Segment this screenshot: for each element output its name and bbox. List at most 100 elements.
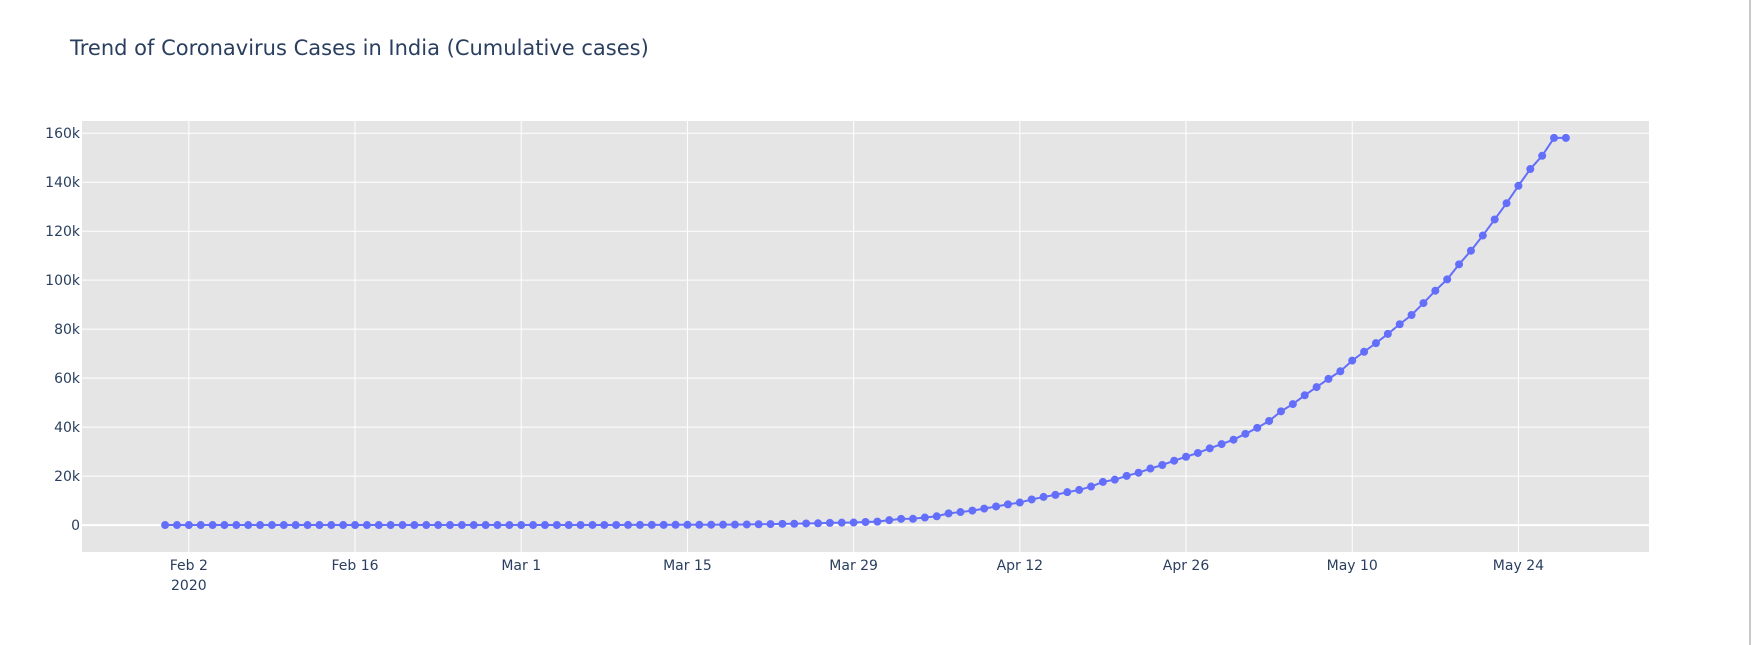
data-point[interactable]: [742, 520, 751, 529]
data-point[interactable]: [1205, 444, 1214, 453]
data-point[interactable]: [1075, 485, 1084, 494]
data-point[interactable]: [719, 520, 728, 529]
data-point[interactable]: [1550, 133, 1559, 142]
data-point[interactable]: [315, 521, 324, 530]
data-point[interactable]: [1003, 500, 1012, 509]
data-point[interactable]: [161, 521, 170, 530]
data-point[interactable]: [683, 520, 692, 529]
data-point[interactable]: [1146, 464, 1155, 473]
data-point[interactable]: [1336, 367, 1345, 376]
data-point[interactable]: [1087, 482, 1096, 491]
data-point[interactable]: [374, 521, 383, 530]
data-point[interactable]: [920, 513, 929, 522]
data-point[interactable]: [861, 518, 870, 526]
data-point[interactable]: [1241, 429, 1250, 438]
data-point[interactable]: [897, 514, 906, 523]
data-point[interactable]: [1324, 374, 1333, 383]
data-point[interactable]: [1265, 416, 1274, 425]
data-point[interactable]: [707, 520, 716, 529]
data-point[interactable]: [588, 520, 597, 529]
data-point[interactable]: [647, 520, 656, 529]
data-point[interactable]: [624, 520, 633, 529]
data-point[interactable]: [1110, 475, 1119, 484]
data-point[interactable]: [327, 521, 336, 530]
data-point[interactable]: [1502, 199, 1511, 208]
data-point[interactable]: [1063, 488, 1072, 497]
data-point[interactable]: [256, 521, 265, 530]
data-point[interactable]: [754, 520, 763, 529]
data-point[interactable]: [1514, 181, 1523, 190]
data-point[interactable]: [564, 520, 573, 529]
data-point[interactable]: [968, 506, 977, 515]
data-point[interactable]: [422, 521, 431, 530]
data-point[interactable]: [814, 519, 823, 528]
data-point[interactable]: [267, 521, 276, 530]
data-point[interactable]: [1051, 490, 1060, 499]
data-point[interactable]: [802, 519, 811, 528]
data-point[interactable]: [956, 508, 965, 517]
data-point[interactable]: [1300, 391, 1309, 400]
data-point[interactable]: [208, 521, 217, 530]
data-point[interactable]: [1538, 151, 1547, 160]
data-point[interactable]: [1455, 260, 1464, 269]
data-point[interactable]: [351, 521, 360, 530]
data-point[interactable]: [386, 521, 395, 530]
data-point[interactable]: [576, 520, 585, 529]
data-point[interactable]: [825, 518, 834, 527]
data-point[interactable]: [885, 516, 894, 525]
data-point[interactable]: [410, 521, 419, 530]
data-point[interactable]: [1371, 339, 1380, 348]
data-point[interactable]: [1348, 356, 1357, 365]
data-point[interactable]: [457, 521, 466, 530]
data-point[interactable]: [1253, 423, 1262, 432]
data-point[interactable]: [493, 521, 502, 530]
data-point[interactable]: [1466, 246, 1475, 255]
data-point[interactable]: [303, 521, 312, 530]
data-point[interactable]: [469, 521, 478, 530]
data-point[interactable]: [932, 512, 941, 521]
data-point[interactable]: [778, 519, 787, 528]
data-point[interactable]: [196, 521, 205, 530]
data-point[interactable]: [398, 521, 407, 530]
data-point[interactable]: [671, 520, 680, 529]
data-point[interactable]: [434, 521, 443, 530]
data-point[interactable]: [944, 509, 953, 518]
data-point[interactable]: [1526, 165, 1535, 174]
data-point[interactable]: [1383, 329, 1392, 338]
data-point[interactable]: [1561, 133, 1570, 142]
data-point[interactable]: [184, 521, 193, 530]
data-point[interactable]: [1360, 347, 1369, 356]
data-point[interactable]: [1478, 231, 1487, 240]
data-point[interactable]: [600, 520, 609, 529]
data-point[interactable]: [446, 521, 455, 530]
data-point[interactable]: [232, 521, 241, 530]
data-point[interactable]: [730, 520, 739, 529]
data-point[interactable]: [1182, 452, 1191, 461]
data-point[interactable]: [540, 521, 549, 530]
data-point[interactable]: [1229, 435, 1238, 444]
data-point[interactable]: [1395, 320, 1404, 329]
data-point[interactable]: [291, 521, 300, 530]
data-point[interactable]: [517, 521, 526, 530]
data-point[interactable]: [481, 521, 490, 530]
data-point[interactable]: [695, 520, 704, 529]
data-point[interactable]: [362, 521, 371, 530]
data-point[interactable]: [1407, 310, 1416, 319]
data-point[interactable]: [1490, 215, 1499, 224]
data-point[interactable]: [339, 521, 348, 530]
data-point[interactable]: [659, 520, 668, 529]
data-point[interactable]: [1288, 400, 1297, 409]
data-point[interactable]: [635, 520, 644, 529]
data-point[interactable]: [1015, 498, 1024, 507]
data-point[interactable]: [790, 519, 799, 528]
data-point[interactable]: [244, 521, 253, 530]
data-point[interactable]: [873, 517, 882, 526]
data-point[interactable]: [529, 521, 538, 530]
data-point[interactable]: [849, 518, 858, 527]
data-point[interactable]: [992, 502, 1001, 511]
data-point[interactable]: [552, 520, 561, 529]
data-point[interactable]: [1193, 448, 1202, 457]
data-point[interactable]: [1158, 460, 1167, 469]
data-point[interactable]: [1122, 471, 1131, 480]
data-point[interactable]: [1027, 495, 1036, 504]
